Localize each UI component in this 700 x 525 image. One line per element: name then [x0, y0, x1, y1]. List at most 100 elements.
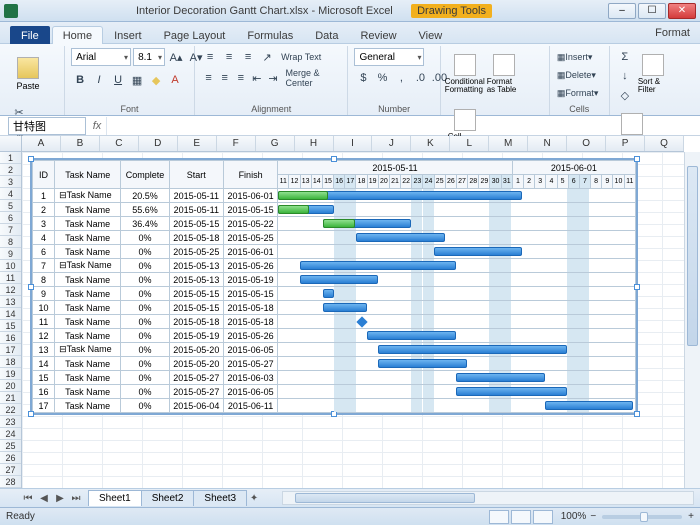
align-middle-button[interactable]: ≡ — [220, 48, 238, 66]
selection-handle[interactable] — [28, 156, 34, 162]
align-center-button[interactable]: ≡ — [217, 69, 232, 87]
row-header[interactable]: 15 — [0, 320, 21, 332]
align-left-button[interactable]: ≡ — [201, 69, 216, 87]
col-header[interactable]: I — [334, 136, 373, 151]
row-header[interactable]: 7 — [0, 224, 21, 236]
row-header[interactable]: 1 — [0, 152, 21, 164]
horizontal-scrollbar[interactable] — [282, 491, 694, 505]
row-header[interactable]: 21 — [0, 392, 21, 404]
scrollbar-thumb[interactable] — [687, 166, 698, 346]
sheet-nav-next[interactable]: ▶ — [52, 493, 68, 504]
fill-color-button[interactable]: ◆ — [147, 71, 165, 89]
col-header[interactable]: M — [489, 136, 528, 151]
insert-cells-button[interactable]: ▦ Insert ▾ — [556, 48, 594, 66]
italic-button[interactable]: I — [90, 71, 108, 89]
gantt-row[interactable]: 10 Task Name 0% 2015-05-15 2015-05-18 — [33, 301, 636, 315]
font-name-combo[interactable]: Arial — [71, 48, 131, 66]
row-header[interactable]: 14 — [0, 308, 21, 320]
gantt-row[interactable]: 4 Task Name 0% 2015-05-18 2015-05-25 — [33, 231, 636, 245]
selection-handle[interactable] — [28, 411, 34, 417]
sheet-nav-last[interactable]: ⏭ — [68, 493, 84, 504]
column-headers[interactable]: ABCDEFGHIJKLMNOPQ — [22, 136, 684, 152]
fill-button[interactable]: ↓ — [616, 67, 634, 85]
select-all-corner[interactable] — [0, 136, 22, 152]
col-header[interactable]: L — [450, 136, 489, 151]
zoom-slider[interactable] — [602, 515, 682, 519]
row-header[interactable]: 28 — [0, 476, 21, 488]
inc-decimal-button[interactable]: .0 — [411, 69, 429, 87]
gantt-row[interactable]: 3 Task Name 36.4% 2015-05-15 2015-05-22 — [33, 217, 636, 231]
gantt-row[interactable]: 13 ⊟Task Name 0% 2015-05-20 2015-06-05 — [33, 343, 636, 357]
gantt-row[interactable]: 12 Task Name 0% 2015-05-19 2015-05-26 — [33, 329, 636, 343]
format-cells-button[interactable]: ▦ Format ▾ — [556, 84, 600, 102]
fx-icon[interactable]: fx — [88, 120, 106, 132]
vertical-scrollbar[interactable] — [684, 152, 700, 488]
gantt-row[interactable]: 16 Task Name 0% 2015-05-27 2015-06-05 — [33, 385, 636, 399]
col-header[interactable]: K — [411, 136, 450, 151]
col-header[interactable]: C — [100, 136, 139, 151]
delete-cells-button[interactable]: ▦ Delete ▾ — [556, 66, 597, 84]
sheet-tab[interactable]: Sheet1 — [88, 490, 142, 506]
align-top-button[interactable]: ≡ — [201, 48, 219, 66]
row-header[interactable]: 6 — [0, 212, 21, 224]
gantt-row[interactable]: 6 Task Name 0% 2015-05-25 2015-06-01 — [33, 245, 636, 259]
row-header[interactable]: 3 — [0, 176, 21, 188]
tab-file[interactable]: File — [10, 26, 50, 44]
row-header[interactable]: 11 — [0, 272, 21, 284]
border-button[interactable]: ▦ — [128, 71, 146, 89]
row-header[interactable]: 5 — [0, 200, 21, 212]
autosum-button[interactable]: Σ — [616, 48, 634, 66]
row-header[interactable]: 10 — [0, 260, 21, 272]
worksheet-area[interactable]: ABCDEFGHIJKLMNOPQ 1234567891011121314151… — [0, 136, 700, 488]
row-header[interactable]: 4 — [0, 188, 21, 200]
tab-page-layout[interactable]: Page Layout — [153, 26, 237, 44]
tab-home[interactable]: Home — [52, 26, 103, 44]
col-header[interactable]: J — [372, 136, 411, 151]
row-header[interactable]: 13 — [0, 296, 21, 308]
row-header[interactable]: 26 — [0, 452, 21, 464]
tab-data[interactable]: Data — [304, 26, 349, 44]
view-normal-button[interactable] — [489, 510, 509, 524]
comma-button[interactable]: , — [392, 69, 410, 87]
gantt-row[interactable]: 2 Task Name 55.6% 2015-05-11 2015-05-15 — [33, 203, 636, 217]
row-header[interactable]: 9 — [0, 248, 21, 260]
row-header[interactable]: 25 — [0, 440, 21, 452]
col-header[interactable]: H — [295, 136, 334, 151]
align-bottom-button[interactable]: ≡ — [239, 48, 257, 66]
row-header[interactable]: 23 — [0, 416, 21, 428]
gantt-row[interactable]: 8 Task Name 0% 2015-05-13 2015-05-19 — [33, 273, 636, 287]
sheet-tab[interactable]: Sheet3 — [193, 490, 247, 506]
row-header[interactable]: 24 — [0, 428, 21, 440]
number-format-combo[interactable]: General — [354, 48, 424, 66]
row-header[interactable]: 20 — [0, 380, 21, 392]
tab-format-context[interactable]: Format — [645, 24, 700, 42]
row-header[interactable]: 17 — [0, 344, 21, 356]
clear-button[interactable]: ◇ — [616, 86, 634, 104]
row-header[interactable]: 22 — [0, 404, 21, 416]
gantt-row[interactable]: 11 Task Name 0% 2015-05-18 2015-05-18 — [33, 315, 636, 329]
sheet-tab[interactable]: Sheet2 — [141, 490, 195, 506]
col-header[interactable]: N — [528, 136, 567, 151]
bold-button[interactable]: B — [71, 71, 89, 89]
merge-center-button[interactable]: Merge & Center — [282, 69, 342, 87]
selection-handle[interactable] — [331, 156, 337, 162]
col-header[interactable]: E — [178, 136, 217, 151]
tab-formulas[interactable]: Formulas — [236, 26, 304, 44]
percent-button[interactable]: % — [373, 69, 391, 87]
row-header[interactable]: 2 — [0, 164, 21, 176]
grow-font-button[interactable]: A▴ — [167, 48, 185, 66]
row-header[interactable]: 8 — [0, 236, 21, 248]
gantt-row[interactable]: 14 Task Name 0% 2015-05-20 2015-05-27 — [33, 357, 636, 371]
font-color-button[interactable]: A — [166, 71, 184, 89]
indent-inc-button[interactable]: ⇥ — [265, 69, 280, 87]
sheet-nav-prev[interactable]: ◀ — [36, 493, 52, 504]
name-box[interactable]: 甘特图 — [8, 117, 86, 135]
gantt-row[interactable]: 17 Task Name 0% 2015-06-04 2015-06-11 — [33, 399, 636, 413]
zoom-out-button[interactable]: − — [590, 511, 596, 522]
col-header[interactable]: A — [22, 136, 61, 151]
gantt-row[interactable]: 7 ⊟Task Name 0% 2015-05-13 2015-05-26 — [33, 259, 636, 273]
row-headers[interactable]: 1234567891011121314151617181920212223242… — [0, 152, 22, 488]
tab-insert[interactable]: Insert — [103, 26, 153, 44]
close-button[interactable]: ✕ — [668, 3, 696, 19]
scrollbar-thumb[interactable] — [295, 493, 475, 503]
